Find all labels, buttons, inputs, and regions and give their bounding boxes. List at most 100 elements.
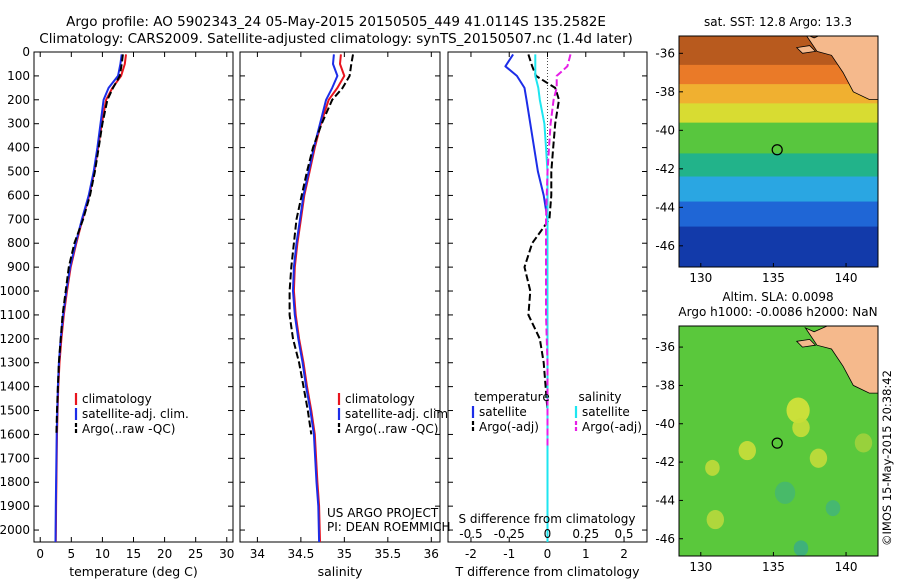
sla-land: [804, 326, 878, 394]
legend-group-temperature: temperature: [474, 390, 549, 404]
y-tick-1900: 1900: [0, 499, 30, 513]
salinity-profile-panel: 34 34.5 35 35.5 36 salinity climatologysatelli…: [239, 51, 452, 579]
map-y-tick-m42: -42: [655, 162, 675, 176]
series-line-temperature-argo-adj-: [523, 54, 560, 459]
sla-map-title: Altim. SLA: 0.0098: [722, 290, 833, 304]
y-tick-1100: 1100: [0, 308, 30, 322]
y-tick-1300: 1300: [0, 356, 30, 370]
legend-entry-argo-raw-qc-: Argo(..raw -QC): [82, 422, 175, 436]
sst-band-2: [679, 84, 878, 104]
sst-band-1: [679, 64, 878, 85]
sla-anomaly-2: [738, 440, 756, 461]
legend-entry-argo-adj-: Argo(-adj): [479, 420, 539, 434]
island-shape: [795, 45, 817, 54]
x-tick-20: 20: [157, 547, 172, 561]
x-axis-label: salinity: [318, 564, 363, 579]
x-axis-label: temperature (deg C): [69, 564, 198, 579]
legend-entry-satellite: satellite: [582, 405, 630, 419]
sla-anomaly-9: [854, 433, 873, 453]
x-tick-10: 10: [95, 547, 110, 561]
header-line2: Climatology: CARS2009. Satellite-adjuste…: [39, 31, 632, 47]
map-frame: [678, 325, 879, 557]
map-y-tick-m44: -44: [655, 493, 675, 507]
sst-band-7: [679, 201, 878, 228]
y-tick-2000: 2000: [0, 523, 30, 537]
map-x-tick-130: 130: [689, 271, 712, 285]
y-tick-0: 0: [22, 45, 30, 59]
map-y-tick-m42: -42: [655, 455, 675, 469]
y-tick-300: 300: [7, 117, 30, 131]
x-axis-label: T difference from climatology: [454, 564, 640, 579]
sst-land: [806, 36, 878, 100]
difference-profile-panel: -2 -1 0 1 2 T difference from climatology -0.5…: [447, 51, 648, 579]
pi-credit: PI: DEAN ROEMMICH: [327, 520, 450, 534]
x-tick-1: 1: [582, 547, 590, 561]
y-tick-1700: 1700: [0, 451, 30, 465]
legend-entry-satellite-adj-clim-: satellite-adj. clim.: [82, 407, 189, 421]
map-x-tick-135: 135: [762, 560, 785, 574]
sla-anomaly-7: [706, 509, 725, 530]
x-tick-m2: -2: [465, 547, 477, 561]
series-line-satellite-adj-clim-: [292, 54, 339, 543]
legend-entry-satellite: satellite: [479, 405, 527, 419]
y-tick-500: 500: [7, 165, 30, 179]
imos-timestamp: ©IMOS 15-May-2015 20:38:42: [880, 370, 894, 546]
x-tick-34p5: 34.5: [288, 547, 315, 561]
argo-position-marker: [771, 144, 783, 156]
y-tick-200: 200: [7, 93, 30, 107]
x2-tick-0: 0: [544, 527, 552, 541]
x-tick-36: 36: [424, 547, 439, 561]
y-tick-600: 600: [7, 188, 30, 202]
x-tick-m1: -1: [503, 547, 515, 561]
sst-band-5: [679, 153, 878, 178]
sst-band-8: [679, 226, 878, 267]
x2-tick-0p5: 0.5: [614, 527, 633, 541]
x-tick-35p5: 35.5: [374, 547, 401, 561]
x-tick-2: 2: [620, 547, 628, 561]
sst-map-title: sat. SST: 12.8 Argo: 13.3: [704, 15, 852, 29]
sla-anomaly-4: [809, 448, 828, 468]
x-tick-30: 30: [219, 547, 234, 561]
map-x-tick-130: 130: [689, 560, 712, 574]
y-tick-100: 100: [7, 69, 30, 83]
y-tick-1200: 1200: [0, 332, 30, 346]
sla-anomaly-1: [792, 417, 810, 438]
x-tick-5: 5: [67, 547, 75, 561]
plot-frame: [33, 51, 234, 543]
x-tick-0: 0: [544, 547, 552, 561]
sst-map-panel: sat. SST: 12.8 Argo: 13.3 130 135 140 -36 -38…: [655, 15, 879, 285]
x2-tick-m0p25: -0.25: [494, 527, 525, 541]
map-y-tick-m36: -36: [655, 340, 675, 354]
x2-tick-0p25: 0.25: [572, 527, 599, 541]
map-y-tick-m46: -46: [655, 239, 675, 253]
plot-frame: [239, 51, 441, 543]
legend-entry-argo-raw-qc-: Argo(..raw -QC): [345, 422, 438, 436]
y-tick-1500: 1500: [0, 404, 30, 418]
argo-position-marker: [771, 437, 783, 449]
x-tick-0: 0: [36, 547, 44, 561]
map-y-tick-m38: -38: [655, 85, 675, 99]
y-tick-1800: 1800: [0, 475, 30, 489]
x-tick-25: 25: [188, 547, 203, 561]
sla-map-subtitle: Argo h1000: -0.0086 h2000: NaN: [678, 305, 877, 319]
y-tick-900: 900: [7, 260, 30, 274]
sst-band-4: [679, 122, 878, 154]
temperature-profile-panel: 0 5 10 15 20 25 300100200300400500600700800900…: [0, 45, 234, 579]
header-line1: Argo profile: AO 5902343_24 05-May-2015 …: [66, 14, 606, 30]
sst-band-6: [679, 176, 878, 203]
x2-axis-label: S difference from climatology: [459, 512, 636, 526]
project-credit: US ARGO PROJECT: [327, 506, 439, 520]
x-tick-15: 15: [126, 547, 141, 561]
map-y-tick-m40: -40: [655, 123, 675, 137]
series-line-salinity-argo-adj-: [545, 54, 572, 447]
map-y-tick-m46: -46: [655, 532, 675, 546]
island-shape: [795, 338, 817, 348]
series-line-argo-raw-qc-: [55, 54, 124, 435]
sla-anomaly-8: [793, 540, 809, 556]
legend-entry-satellite-adj-clim-: satellite-adj. clim.: [345, 407, 452, 421]
sst-field: [679, 36, 878, 267]
y-tick-800: 800: [7, 236, 30, 250]
legend-entry-climatology: climatology: [82, 392, 152, 406]
map-frame: [678, 35, 879, 268]
